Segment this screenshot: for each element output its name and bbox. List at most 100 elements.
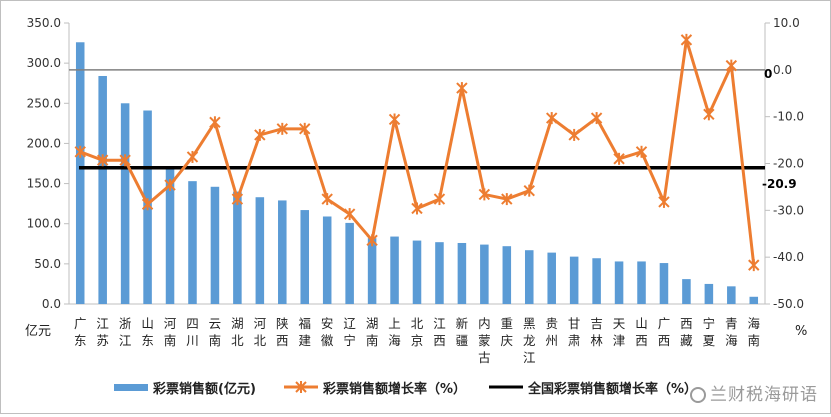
left-tick-label: 150.0 (27, 177, 61, 191)
growth-rate-point (276, 122, 288, 135)
left-axis-ticks: 0.0 50.0 100.0 150.0 200.0 250.0 300.0 350.0 (27, 16, 69, 311)
bar (367, 238, 377, 304)
bar (390, 236, 399, 304)
bar (278, 200, 287, 304)
bar (480, 244, 489, 304)
left-tick-label: 250.0 (27, 96, 61, 110)
category-label: 福建 (298, 316, 311, 348)
right-tick-label: -50.0 (773, 297, 804, 311)
legend-label-national: 全国彩票销售额增长率（%） (527, 381, 697, 397)
growth-rate-point (186, 150, 199, 163)
left-tick-label: 350.0 (27, 16, 61, 30)
bar (233, 191, 242, 304)
growth-rate-point (703, 108, 715, 121)
bar (749, 296, 759, 304)
zero-line-label: 0 (764, 67, 772, 81)
right-tick-label: -30.0 (773, 203, 804, 217)
growth-rate-point (635, 145, 648, 158)
growth-rate-point (478, 188, 491, 201)
left-tick-label: 100.0 (27, 217, 61, 231)
category-label: 湖北 (231, 316, 244, 348)
category-label: 宁夏 (703, 316, 716, 348)
bar (300, 210, 310, 304)
category-label: 天津 (613, 316, 626, 348)
category-label: 广西 (658, 316, 671, 348)
bar (659, 263, 669, 304)
growth-rate-point (658, 195, 670, 208)
growth-rate-point (299, 122, 311, 135)
category-label: 山东 (141, 316, 154, 348)
bar (345, 222, 354, 304)
category-label: 陕西 (276, 316, 289, 348)
bar (255, 197, 265, 304)
bar (592, 258, 601, 304)
bar (210, 186, 220, 304)
left-tick-label: 300.0 (27, 56, 61, 70)
growth-rate-point (613, 152, 625, 165)
bar (704, 283, 714, 304)
category-label: 湖南 (366, 316, 379, 348)
bar (457, 242, 467, 304)
growth-rate-point (748, 259, 760, 272)
category-label: 吉林 (590, 316, 603, 348)
category-label: 上海 (388, 316, 401, 348)
right-tick-label: 10.0 (773, 16, 800, 30)
growth-rate-point (546, 112, 558, 125)
right-tick-label: -40.0 (773, 250, 804, 264)
category-label: 安徽 (321, 316, 334, 348)
legend-swatch-bar (114, 384, 148, 391)
category-label: 四川 (186, 316, 199, 348)
bar (614, 261, 624, 304)
category-label: 贵州 (545, 316, 558, 348)
category-label: 云南 (209, 316, 222, 348)
left-tick-label: 0.0 (42, 297, 61, 311)
category-label: 海南 (748, 316, 761, 348)
category-label: 青海 (725, 316, 738, 348)
growth-rate-line (79, 38, 756, 266)
bar (322, 216, 332, 304)
category-label: 新疆 (456, 316, 469, 348)
line-series (69, 33, 765, 272)
growth-rate-point (164, 179, 176, 192)
bar (165, 169, 175, 304)
wechat-logo-icon (690, 387, 706, 403)
category-label: 辽宁 (343, 316, 356, 348)
right-tick-label: 0.0 (773, 63, 792, 77)
category-label: 甘肃 (568, 316, 581, 348)
category-label: 内蒙古 (478, 316, 491, 365)
growth-rate-point (501, 193, 513, 206)
growth-rate-point (388, 113, 401, 126)
bar (502, 246, 512, 304)
legend-label-bar: 彩票销售额(亿元) (152, 381, 256, 397)
growth-rate-point (321, 193, 333, 206)
bar (120, 103, 130, 305)
growth-rate-point (209, 116, 221, 129)
bar (524, 250, 534, 304)
growth-rate-point (523, 184, 535, 197)
category-label: 广东 (74, 316, 87, 348)
left-tick-label: 50.0 (34, 257, 61, 271)
bar (412, 240, 422, 304)
growth-rate-point (231, 193, 244, 206)
growth-rate-point (141, 198, 154, 211)
growth-rate-point (74, 145, 86, 158)
category-label: 河北 (254, 316, 267, 348)
category-label: 江西 (433, 316, 446, 348)
bar (682, 279, 691, 304)
bar-series (75, 42, 759, 305)
bar (435, 242, 444, 304)
bar (75, 42, 85, 305)
bar (188, 181, 197, 304)
growth-rate-point (433, 193, 446, 206)
growth-rate-point (590, 112, 603, 125)
growth-rate-point (96, 154, 109, 167)
growth-rate-point (119, 154, 131, 167)
category-label: 西藏 (680, 316, 693, 348)
right-axis-unit: % (795, 324, 807, 339)
right-tick-label: -20.0 (773, 157, 804, 171)
legend: 彩票销售额(亿元) 彩票销售额增长率（%） 全国彩票销售额增长率（%） (114, 381, 697, 397)
growth-rate-point (680, 33, 693, 46)
right-tick-label: -10.0 (773, 110, 804, 124)
